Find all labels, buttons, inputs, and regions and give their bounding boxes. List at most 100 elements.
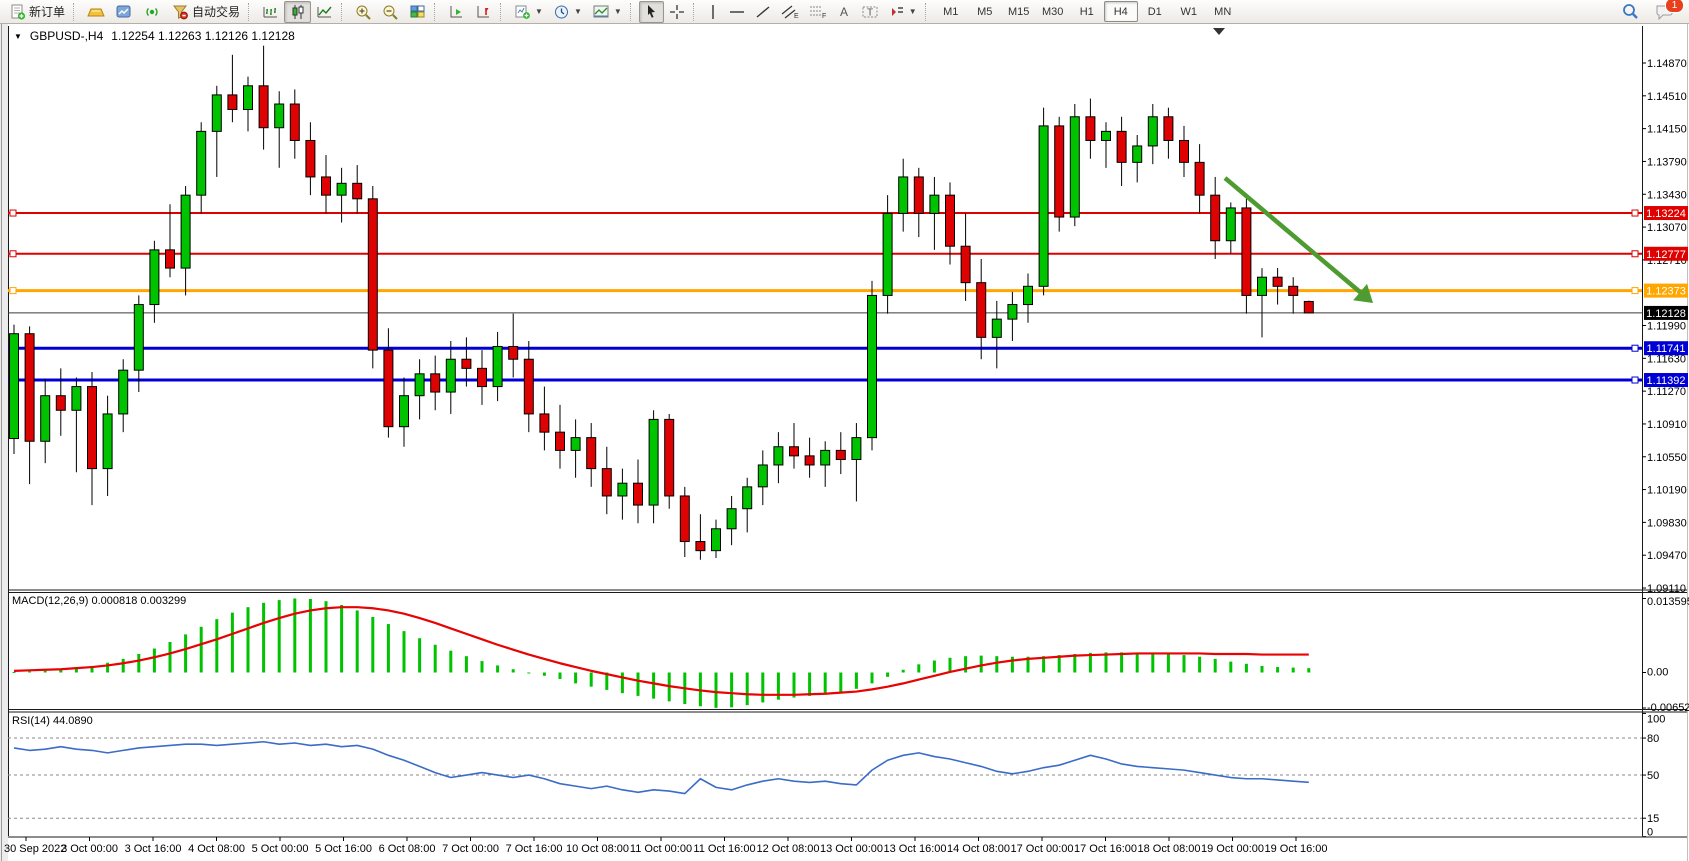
bar-chart-mode-button[interactable] <box>257 1 284 23</box>
macd-histogram-bar <box>527 672 531 674</box>
candle-body <box>742 486 753 510</box>
candle-body <box>1303 300 1314 314</box>
horizontal-line-tool-button[interactable] <box>724 1 750 23</box>
price-level-badge-text: 1.13224 <box>1646 208 1686 220</box>
macd-histogram-bar <box>1135 652 1139 673</box>
line-anchor-handle[interactable] <box>1631 250 1639 258</box>
candle-body <box>789 446 799 457</box>
channel-tool-button[interactable]: E <box>776 1 804 23</box>
current-price-badge: 1.12128 <box>1644 305 1688 320</box>
dropdown-caret-icon: ▼ <box>535 7 543 16</box>
timeframe-mn-button[interactable]: MN <box>1214 5 1232 18</box>
chart-shift-button[interactable] <box>470 1 497 23</box>
market-watch-button[interactable] <box>82 1 110 23</box>
timeframe-d1-button[interactable]: D1 <box>1147 5 1162 18</box>
timeframe-h4-button[interactable]: H4 <box>1103 1 1138 22</box>
arrows-tool-dropdown-button[interactable]: ▼ <box>884 1 922 23</box>
candlestick-mode-button[interactable] <box>284 0 312 23</box>
candle-body <box>523 358 534 415</box>
macd-histogram-bar <box>215 619 219 673</box>
new-chart-dropdown-button[interactable]: ▼ <box>509 1 548 23</box>
macd-histogram-bar <box>184 634 188 673</box>
templates-dropdown-button[interactable]: ▼ <box>587 1 627 23</box>
candle-body <box>87 386 97 470</box>
toolbar-separator <box>73 2 79 21</box>
price-axis-label: 1.11630 <box>1647 353 1686 365</box>
time-axis-label: 4 Oct 08:00 <box>188 843 245 855</box>
clock-icon <box>553 4 570 20</box>
line-anchor-handle[interactable] <box>9 209 17 217</box>
cursor-tool-button[interactable] <box>638 0 664 23</box>
auto-trading-icon <box>171 4 189 20</box>
time-axis-label: 3 Oct 16:00 <box>125 843 182 855</box>
zoom-out-icon <box>382 4 399 20</box>
line-anchor-handle[interactable] <box>1631 344 1639 352</box>
candle-body <box>1257 276 1267 296</box>
time-axis-label: 12 Oct 08:00 <box>757 843 820 855</box>
auto-scroll-button[interactable] <box>443 1 470 23</box>
timeframe-m1-button[interactable]: M1 <box>943 5 959 18</box>
data-window-button[interactable] <box>110 1 138 23</box>
macd-histogram-bar <box>246 607 250 673</box>
trendline-tool-button[interactable] <box>750 1 776 23</box>
timeframe-m15-button[interactable]: M15 <box>1008 5 1030 18</box>
macd-signal-line <box>13 606 1309 696</box>
periods-dropdown-button[interactable]: ▼ <box>548 1 587 23</box>
macd-histogram-bar <box>730 672 734 708</box>
candle-body <box>1163 116 1174 141</box>
new-order-button[interactable]: 新订单 <box>4 1 70 23</box>
text-tool-button[interactable]: A <box>832 1 856 23</box>
crosshair-tool-button[interactable] <box>664 1 690 23</box>
price-axis-label: 1.09830 <box>1647 517 1687 529</box>
candle-body <box>1288 285 1299 296</box>
timeframe-m5-button[interactable]: M5 <box>977 5 993 18</box>
macd-histogram-bar <box>1166 653 1170 673</box>
signals-button[interactable] <box>138 1 166 23</box>
price-axis-label: 1.10190 <box>1647 485 1687 497</box>
vertical-line-icon <box>707 4 719 20</box>
time-axis-label: 17 Oct 00:00 <box>1011 843 1074 855</box>
auto-trading-button[interactable]: 自动交易 <box>166 1 245 23</box>
fibonacci-tool-button[interactable]: F <box>804 1 832 23</box>
macd-histogram-bar <box>293 598 297 673</box>
search-button[interactable] <box>1616 1 1644 23</box>
toolbar-separator <box>341 2 347 21</box>
time-axis-label: 14 Oct 08:00 <box>947 843 1010 855</box>
trend-arrow-annotation[interactable] <box>1223 176 1366 297</box>
zoom-out-button[interactable] <box>377 1 404 23</box>
line-anchor-handle[interactable] <box>9 287 17 295</box>
candle-body <box>352 182 363 200</box>
line-anchor-handle[interactable] <box>1631 287 1639 295</box>
timeframe-h1-button[interactable]: H1 <box>1079 5 1094 18</box>
notifications-button[interactable]: 1 <box>1650 0 1684 23</box>
zoom-in-button[interactable] <box>350 1 377 23</box>
macd-histogram-bar <box>1151 653 1155 673</box>
timeframe-w1-button[interactable]: W1 <box>1180 5 1197 18</box>
tile-windows-icon <box>409 4 426 20</box>
text-tool-icon: A <box>837 4 851 20</box>
text-label-icon: T <box>861 4 879 20</box>
line-anchor-handle[interactable] <box>1631 376 1639 384</box>
candle-body <box>882 212 893 296</box>
macd-histogram-bar <box>589 672 593 687</box>
svg-text:T: T <box>867 7 873 18</box>
macd-histogram-bar <box>1073 653 1077 673</box>
text-label-tool-button[interactable]: T <box>856 1 884 23</box>
timeframe-m30-button[interactable]: M30 <box>1042 5 1064 18</box>
vertical-line-tool-button[interactable] <box>702 1 724 23</box>
candle-body <box>445 358 456 393</box>
candle-body <box>399 395 409 428</box>
candle-body <box>1241 207 1252 296</box>
price-axis-label: 1.14870 <box>1647 58 1687 70</box>
line-anchor-handle[interactable] <box>1631 209 1639 217</box>
current-price-badge-bg <box>1644 305 1688 320</box>
candle-body <box>227 94 238 110</box>
tile-windows-button[interactable] <box>404 1 431 23</box>
line-chart-mode-button[interactable] <box>311 1 338 23</box>
macd-histogram-bar <box>449 650 453 673</box>
chart-shift-marker[interactable] <box>1213 28 1225 35</box>
line-anchor-handle[interactable] <box>9 250 17 258</box>
rsi-axis-label: 15 <box>1647 813 1659 825</box>
